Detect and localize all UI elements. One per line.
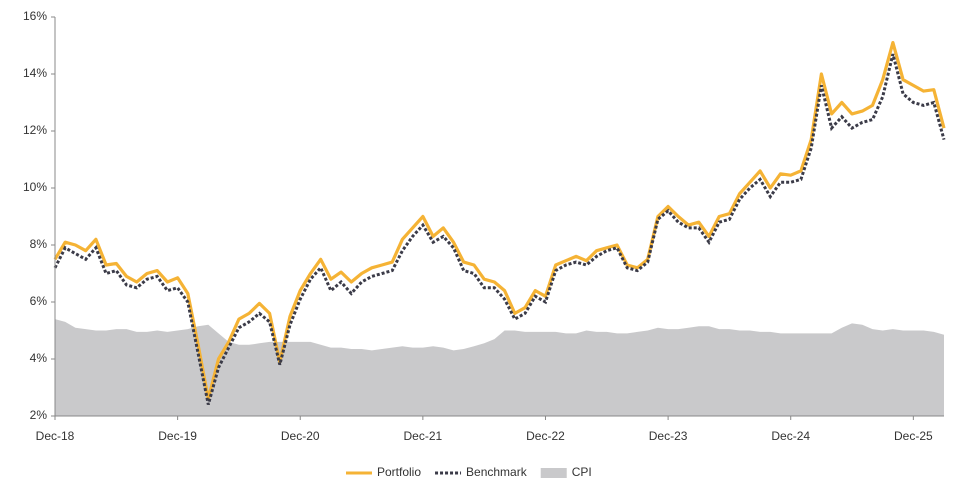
- y-tick-label: 16%: [23, 9, 47, 23]
- y-tick-label: 6%: [30, 294, 48, 308]
- legend-label: Benchmark: [466, 465, 528, 479]
- y-tick-label: 14%: [23, 66, 47, 80]
- x-tick-label: Dec-25: [894, 429, 933, 443]
- y-tick-label: 12%: [23, 123, 47, 137]
- y-tick-label: 10%: [23, 180, 47, 194]
- x-tick-label: Dec-19: [158, 429, 197, 443]
- legend-label: CPI: [572, 465, 592, 479]
- x-tick-label: Dec-20: [281, 429, 320, 443]
- y-tick-label: 2%: [30, 408, 48, 422]
- x-tick-label: Dec-22: [526, 429, 565, 443]
- y-tick-label: 4%: [30, 351, 48, 365]
- x-tick-label: Dec-23: [649, 429, 688, 443]
- benchmark-line: [53, 53, 946, 405]
- y-tick-label: 8%: [30, 237, 48, 251]
- cpi-area: [55, 319, 944, 416]
- legend-swatch: [540, 468, 567, 478]
- portfolio-line: [53, 41, 946, 401]
- x-tick-label: Dec-24: [771, 429, 810, 443]
- legend-label: Portfolio: [377, 465, 421, 479]
- x-tick-label: Dec-18: [36, 429, 75, 443]
- x-tick-label: Dec-21: [404, 429, 443, 443]
